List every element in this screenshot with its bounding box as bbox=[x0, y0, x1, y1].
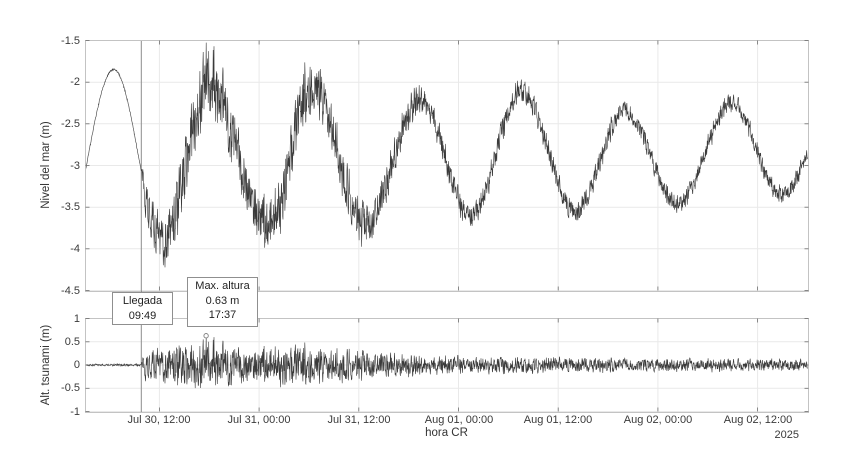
y-tick-label: -2.5 bbox=[61, 118, 80, 130]
max-height-annotation-time: 17:37 bbox=[208, 309, 237, 321]
y-tick-label: 0.5 bbox=[64, 336, 80, 348]
x-tick-label: Aug 01, 12:00 bbox=[523, 414, 593, 426]
tsunami-series bbox=[85, 335, 808, 389]
arrival-annotation-title: Llegada bbox=[122, 295, 163, 307]
max-height-annotation-title: Max. altura bbox=[195, 280, 250, 292]
x-axis-label: hora CR bbox=[425, 427, 468, 439]
y-tick-label: 1 bbox=[73, 313, 80, 325]
y-tick-label: -3 bbox=[70, 160, 80, 172]
y-tick-label: -4 bbox=[70, 243, 80, 255]
sea-level-plot bbox=[85, 40, 809, 292]
y-tick-label: -4.5 bbox=[61, 285, 80, 297]
y-tick-label: -3.5 bbox=[61, 201, 80, 213]
sea-level-series bbox=[85, 42, 808, 268]
arrival-annotation-time: 09:49 bbox=[128, 309, 157, 322]
x-tick-label: Aug 01, 00:00 bbox=[424, 414, 494, 426]
x-tick-label: Aug 02, 00:00 bbox=[623, 414, 693, 426]
year-label: 2025 bbox=[774, 429, 799, 441]
y-tick-label: 0 bbox=[73, 359, 80, 371]
y-tick-label: -2 bbox=[70, 76, 80, 88]
x-tick-label: Jul 31, 12:00 bbox=[327, 414, 391, 426]
max-height-annotation-value: 0.63 m bbox=[205, 294, 240, 307]
y-tick-label: -1 bbox=[70, 406, 80, 418]
x-tick-label: Jul 31, 00:00 bbox=[227, 414, 291, 426]
x-tick-label: Aug 02, 12:00 bbox=[723, 414, 793, 426]
x-tick-label: Jul 30, 12:00 bbox=[127, 414, 191, 426]
y-tick-label: -0.5 bbox=[61, 382, 80, 394]
arrival-annotation: Llegada 09:49 bbox=[112, 292, 173, 325]
y-tick-label: -1.5 bbox=[61, 35, 80, 47]
max-height-marker bbox=[203, 333, 209, 339]
max-height-annotation: Max. altura 0.63 m 17:37 bbox=[187, 277, 258, 327]
tsunami-plot bbox=[85, 318, 809, 413]
